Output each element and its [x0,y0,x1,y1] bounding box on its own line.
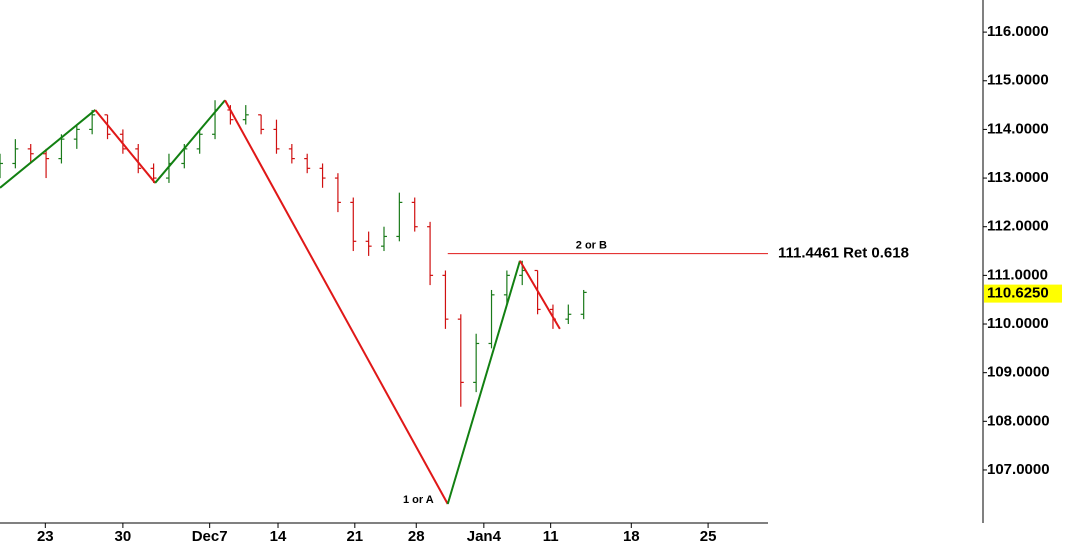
y-tick-label: 113.0000 [987,169,1049,186]
annotation: 2 or B [576,240,607,252]
last-price-label: 110.6250 [987,285,1049,302]
y-tick-label: 108.0000 [987,412,1050,429]
y-tick-label: 111.0000 [987,266,1048,283]
wave-segment [224,99,449,505]
x-tick-label: 18 [623,528,640,544]
last-price-box [984,284,1062,303]
y-tick-label: 109.0000 [987,364,1050,381]
x-tick-label: 30 [115,528,132,544]
x-tick-label: 23 [37,528,54,544]
wave-segment [0,109,96,189]
wave-segment [446,260,521,505]
y-tick-label: 116.0000 [987,23,1049,40]
y-tick-label: 115.0000 [987,72,1049,89]
wave-segment [94,109,156,184]
retracement-label: 111.4461 Ret 0.618 [778,245,909,262]
wave-segment [154,99,226,184]
wave-segment [519,260,561,330]
x-tick-label: Dec7 [192,528,228,544]
x-tick-label: 11 [543,528,559,544]
x-tick-label: 14 [270,528,287,544]
y-tick-label: 107.0000 [987,461,1050,478]
x-tick-label: 21 [346,528,363,544]
x-tick-label: Jan4 [467,528,502,544]
y-tick-label: 112.0000 [987,218,1049,235]
x-tick-label: 28 [408,528,425,544]
y-tick-label: 114.0000 [987,120,1049,137]
annotation: 1 or A [403,494,434,506]
y-tick-label: 110.0000 [987,315,1049,332]
x-tick-label: 25 [700,528,717,544]
